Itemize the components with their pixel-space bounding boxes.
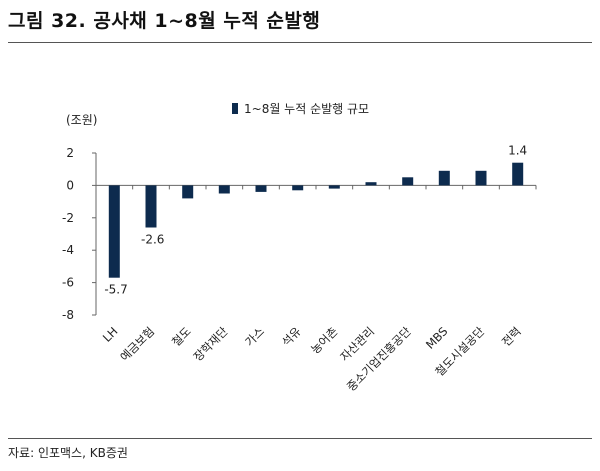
bar-중소기업진흥공단 <box>402 177 414 186</box>
legend-swatch <box>232 103 238 114</box>
bar-전력 <box>512 162 524 186</box>
y-tick-label: -6 <box>62 276 74 290</box>
axes: 2 0 -2 -4 -6 -8 <box>62 146 537 322</box>
y-tick-label: 2 <box>66 146 74 160</box>
category-label: 농어촌 <box>308 324 340 356</box>
category-label: 철도 <box>169 324 194 349</box>
y-tick-label: -4 <box>62 243 74 257</box>
source-note: 자료: 인포맥스, KB증권 <box>8 446 128 460</box>
category-label: 전력 <box>499 324 524 349</box>
category-label: LH <box>100 324 121 345</box>
bottom-divider <box>8 438 592 439</box>
data-labels: -5.7 -2.6 1.4 <box>104 144 527 297</box>
category-label: 중소기업진흥공단 <box>344 324 414 394</box>
legend-label: 1~8월 누적 순발행 규모 <box>244 101 369 116</box>
data-label: 1.4 <box>508 144 527 158</box>
category-label: 예금보험 <box>117 324 157 364</box>
top-divider <box>8 42 592 43</box>
bar-농어촌 <box>328 185 340 189</box>
bar-가스 <box>255 185 267 192</box>
chart-title: 그림 32. 공사채 1~8월 누적 순발행 <box>8 10 321 32</box>
bar-장학재단 <box>218 185 230 194</box>
category-label: MBS <box>423 324 451 352</box>
category-label: 가스 <box>242 324 267 349</box>
y-tick-label: -8 <box>62 308 74 322</box>
data-label: -2.6 <box>141 233 164 247</box>
category-label: 장학재단 <box>191 324 231 364</box>
y-unit-label: (조원) <box>66 113 97 127</box>
bar-자산관리 <box>365 182 377 186</box>
bar-철도 <box>182 185 194 199</box>
bar-철도시설공단 <box>475 170 487 186</box>
bar-MBS <box>438 170 450 186</box>
category-label: 석유 <box>279 324 304 349</box>
bars <box>108 162 524 278</box>
bar-석유 <box>292 185 304 191</box>
y-tick-label: 0 <box>66 178 74 192</box>
bar-LH <box>108 185 120 278</box>
data-label: -5.7 <box>104 283 127 297</box>
y-tick-label: -2 <box>62 211 74 225</box>
bar-예금보험 <box>145 185 157 228</box>
